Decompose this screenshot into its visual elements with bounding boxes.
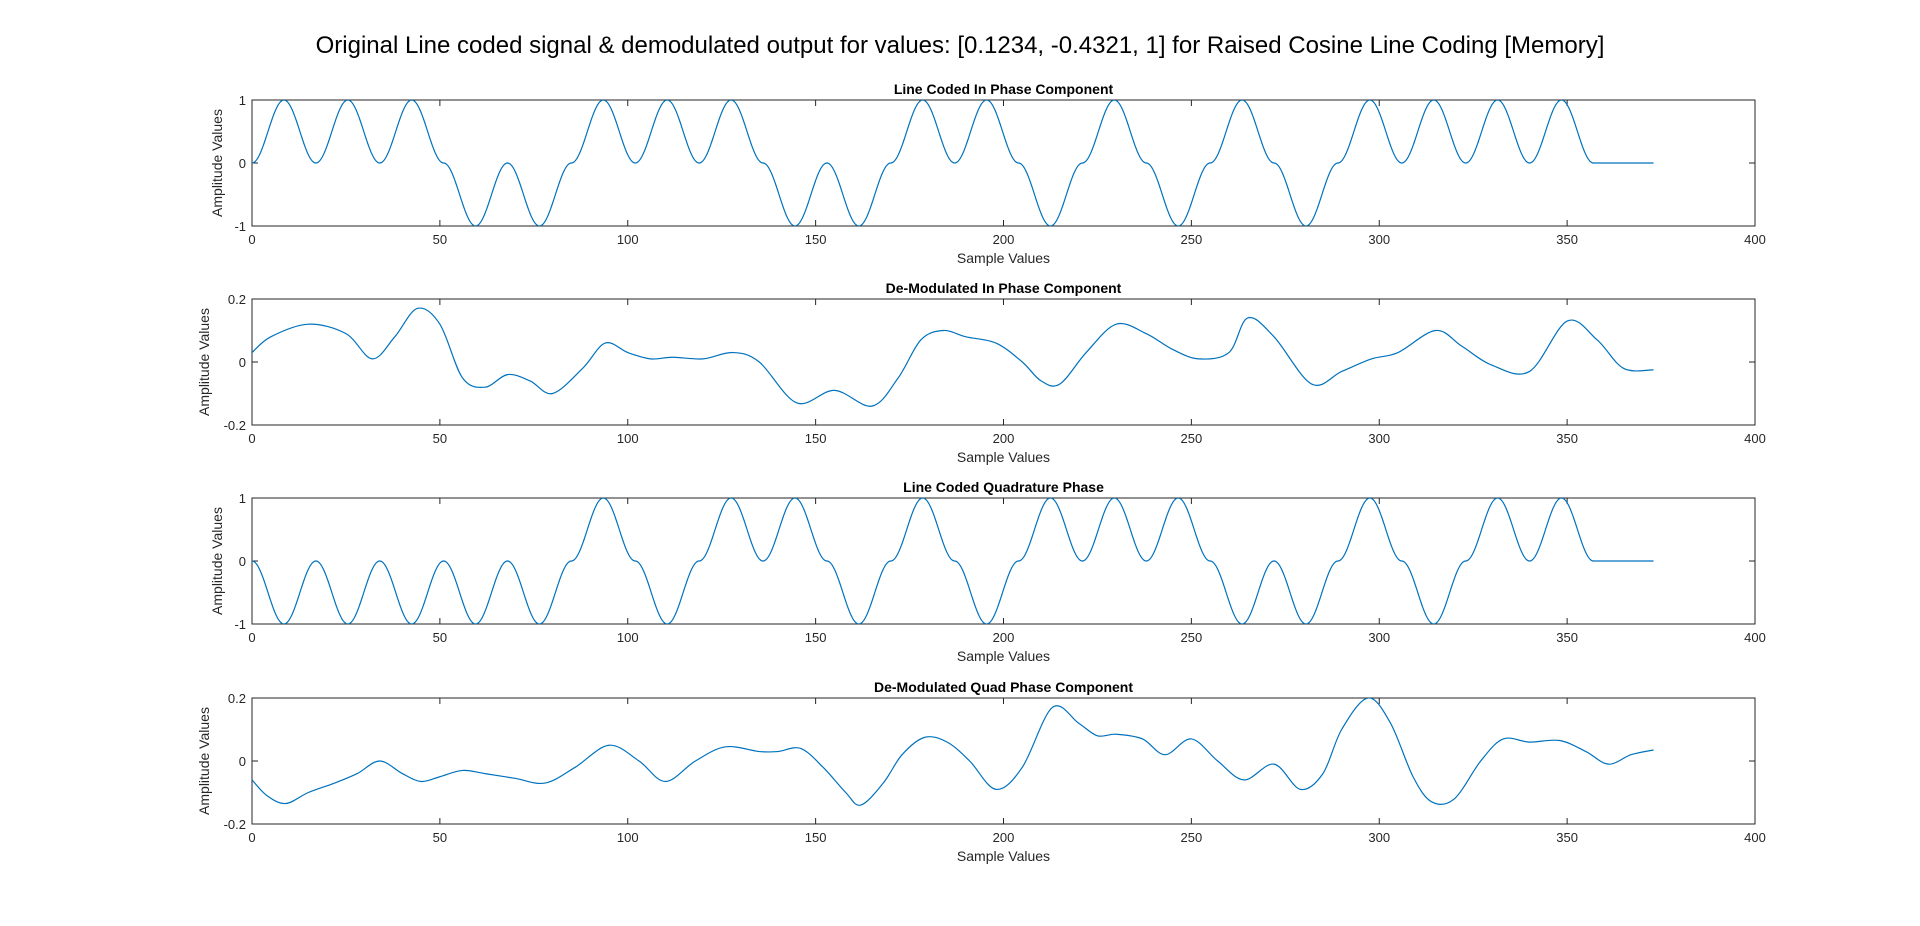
x-tick-label: 0 bbox=[248, 232, 255, 247]
x-axis-label: Sample Values bbox=[957, 449, 1050, 465]
x-tick-label: 250 bbox=[1181, 431, 1203, 446]
series-line bbox=[252, 498, 1654, 624]
y-tick-label: 0.2 bbox=[228, 292, 246, 307]
series-line bbox=[252, 100, 1654, 226]
x-tick-label: 400 bbox=[1744, 232, 1766, 247]
y-tick-label: -1 bbox=[234, 617, 246, 632]
x-tick-label: 300 bbox=[1368, 232, 1390, 247]
y-axis-label: Amplitude Values bbox=[196, 707, 212, 815]
x-tick-label: 300 bbox=[1368, 431, 1390, 446]
y-tick-label: 0 bbox=[239, 156, 246, 171]
axes-box bbox=[251, 497, 1756, 625]
y-tick-label: -0.2 bbox=[224, 817, 246, 832]
series-line bbox=[252, 698, 1654, 806]
x-tick-label: 100 bbox=[617, 431, 639, 446]
x-tick-label: 200 bbox=[993, 630, 1015, 645]
axes-box bbox=[251, 99, 1756, 227]
x-tick-label: 300 bbox=[1368, 630, 1390, 645]
x-tick-label: 400 bbox=[1744, 630, 1766, 645]
y-tick-label: 0.2 bbox=[228, 691, 246, 706]
x-tick-label: 200 bbox=[993, 431, 1015, 446]
x-tick-label: 150 bbox=[805, 431, 827, 446]
y-tick-label: 0 bbox=[239, 554, 246, 569]
x-tick-label: 350 bbox=[1556, 431, 1578, 446]
x-tick-label: 150 bbox=[805, 232, 827, 247]
y-tick-label: 1 bbox=[239, 93, 246, 108]
y-axis-label: Amplitude Values bbox=[209, 109, 225, 217]
x-tick-label: 150 bbox=[805, 830, 827, 845]
x-tick-label: 100 bbox=[617, 232, 639, 247]
x-tick-label: 50 bbox=[433, 431, 447, 446]
y-tick-label: 0 bbox=[239, 355, 246, 370]
x-axis-label: Sample Values bbox=[957, 250, 1050, 266]
x-tick-label: 350 bbox=[1556, 630, 1578, 645]
x-tick-label: 400 bbox=[1744, 431, 1766, 446]
y-axis-label: Amplitude Values bbox=[196, 308, 212, 416]
x-tick-label: 0 bbox=[248, 431, 255, 446]
x-tick-label: 50 bbox=[433, 830, 447, 845]
series-line bbox=[252, 307, 1654, 407]
subplot-title: Line Coded In Phase Component bbox=[894, 81, 1114, 97]
y-tick-label: 1 bbox=[239, 491, 246, 506]
y-tick-label: 0 bbox=[239, 754, 246, 769]
x-tick-label: 200 bbox=[993, 830, 1015, 845]
subplot-title: Line Coded Quadrature Phase bbox=[903, 479, 1104, 495]
y-tick-label: -0.2 bbox=[224, 418, 246, 433]
x-tick-label: 100 bbox=[617, 630, 639, 645]
x-tick-label: 250 bbox=[1181, 232, 1203, 247]
x-tick-label: 250 bbox=[1181, 630, 1203, 645]
x-tick-label: 50 bbox=[433, 630, 447, 645]
x-tick-label: 350 bbox=[1556, 830, 1578, 845]
x-tick-label: 100 bbox=[617, 830, 639, 845]
x-tick-label: 0 bbox=[248, 630, 255, 645]
subplot-4: 0 50 100 150 200 250 300 350 400-0.200.2De-Modul… bbox=[196, 679, 1766, 864]
x-axis-label: Sample Values bbox=[957, 648, 1050, 664]
figure-title: Original Line coded signal & demodulated… bbox=[315, 32, 1605, 59]
subplot-2: 0 50 100 150 200 250 300 350 400-0.200.2De-Modul… bbox=[196, 280, 1766, 465]
y-axis-label: Amplitude Values bbox=[209, 507, 225, 615]
x-axis-label: Sample Values bbox=[957, 848, 1050, 864]
x-tick-label: 200 bbox=[993, 232, 1015, 247]
x-tick-label: 300 bbox=[1368, 830, 1390, 845]
x-tick-label: 50 bbox=[433, 232, 447, 247]
x-tick-label: 400 bbox=[1744, 830, 1766, 845]
x-tick-label: 350 bbox=[1556, 232, 1578, 247]
x-tick-label: 150 bbox=[805, 630, 827, 645]
axes-box bbox=[251, 697, 1756, 825]
y-tick-label: -1 bbox=[234, 219, 246, 234]
subplot-title: De-Modulated Quad Phase Component bbox=[874, 679, 1133, 695]
subplot-title: De-Modulated In Phase Component bbox=[886, 280, 1122, 296]
x-tick-label: 250 bbox=[1181, 830, 1203, 845]
axes-box bbox=[251, 298, 1756, 426]
x-tick-label: 0 bbox=[248, 830, 255, 845]
